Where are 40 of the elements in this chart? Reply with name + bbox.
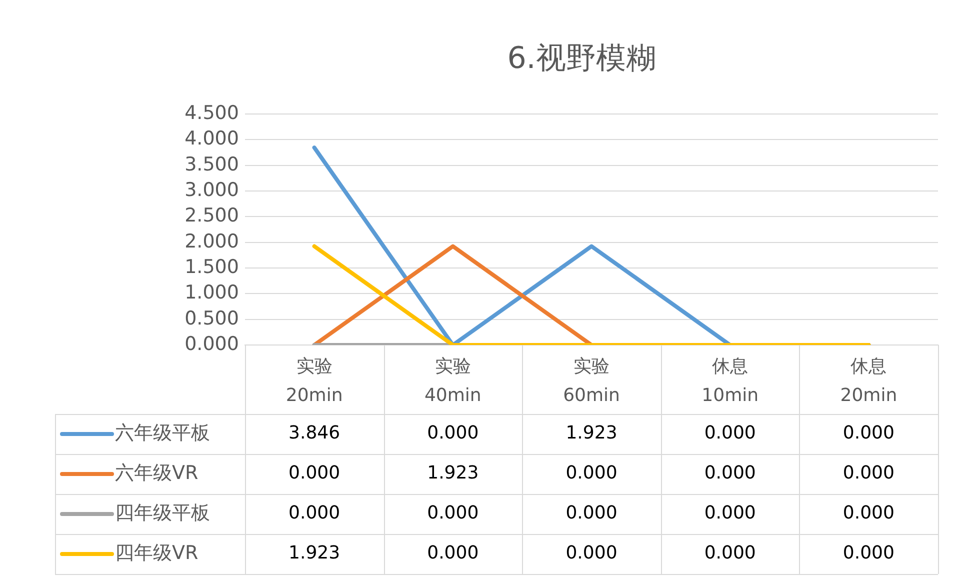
data-label: 0.000 bbox=[288, 462, 340, 484]
legend-label: 四年级平板 bbox=[115, 502, 210, 524]
legend-label: 四年级VR bbox=[115, 542, 198, 564]
y-tick-label: 0.000 bbox=[184, 332, 239, 355]
y-tick-label: 2.500 bbox=[184, 204, 239, 227]
chart-title: 6.视野模糊 bbox=[507, 40, 656, 76]
data-label: 0.000 bbox=[842, 422, 894, 444]
data-label: 0.000 bbox=[427, 542, 479, 564]
legend-label: 六年级VR bbox=[115, 462, 198, 484]
y-tick-label: 1.000 bbox=[184, 282, 239, 304]
data-label: 0.000 bbox=[704, 462, 756, 484]
legend-label: 六年级平板 bbox=[115, 422, 210, 444]
data-label: 0.000 bbox=[427, 422, 479, 444]
data-label: 0.000 bbox=[842, 542, 894, 564]
data-label: 0.000 bbox=[566, 502, 618, 524]
y-tick-label: 4.000 bbox=[184, 128, 239, 150]
x-tick-label: 实验 40min bbox=[424, 356, 482, 406]
data-label: 0.000 bbox=[842, 462, 894, 484]
x-tick-label: 休息 10min bbox=[702, 356, 759, 406]
data-label: 0.000 bbox=[566, 542, 618, 564]
data-label: 0.000 bbox=[842, 502, 894, 524]
data-label: 1.923 bbox=[566, 422, 618, 444]
y-tick-label: 2.000 bbox=[184, 230, 239, 252]
y-tick-label: 3.500 bbox=[184, 153, 239, 176]
y-tick-label: 4.500 bbox=[184, 102, 239, 124]
data-label: 0.000 bbox=[288, 502, 340, 524]
y-tick-label: 1.500 bbox=[184, 256, 239, 278]
data-label: 0.000 bbox=[704, 502, 756, 524]
data-label: 3.846 bbox=[288, 422, 340, 444]
y-tick-label: 0.500 bbox=[184, 307, 239, 330]
y-tick-label: 3.000 bbox=[184, 178, 239, 201]
x-tick-label: 休息 20min bbox=[840, 356, 898, 406]
data-label: 0.000 bbox=[566, 462, 618, 484]
data-label: 1.923 bbox=[427, 462, 479, 484]
data-label: 0.000 bbox=[704, 422, 756, 444]
x-tick-label: 实验 20min bbox=[286, 356, 343, 406]
x-tick-label: 实验 60min bbox=[563, 356, 620, 406]
data-label: 1.923 bbox=[288, 542, 340, 564]
data-label: 0.000 bbox=[427, 502, 479, 524]
data-label: 0.000 bbox=[704, 542, 756, 564]
